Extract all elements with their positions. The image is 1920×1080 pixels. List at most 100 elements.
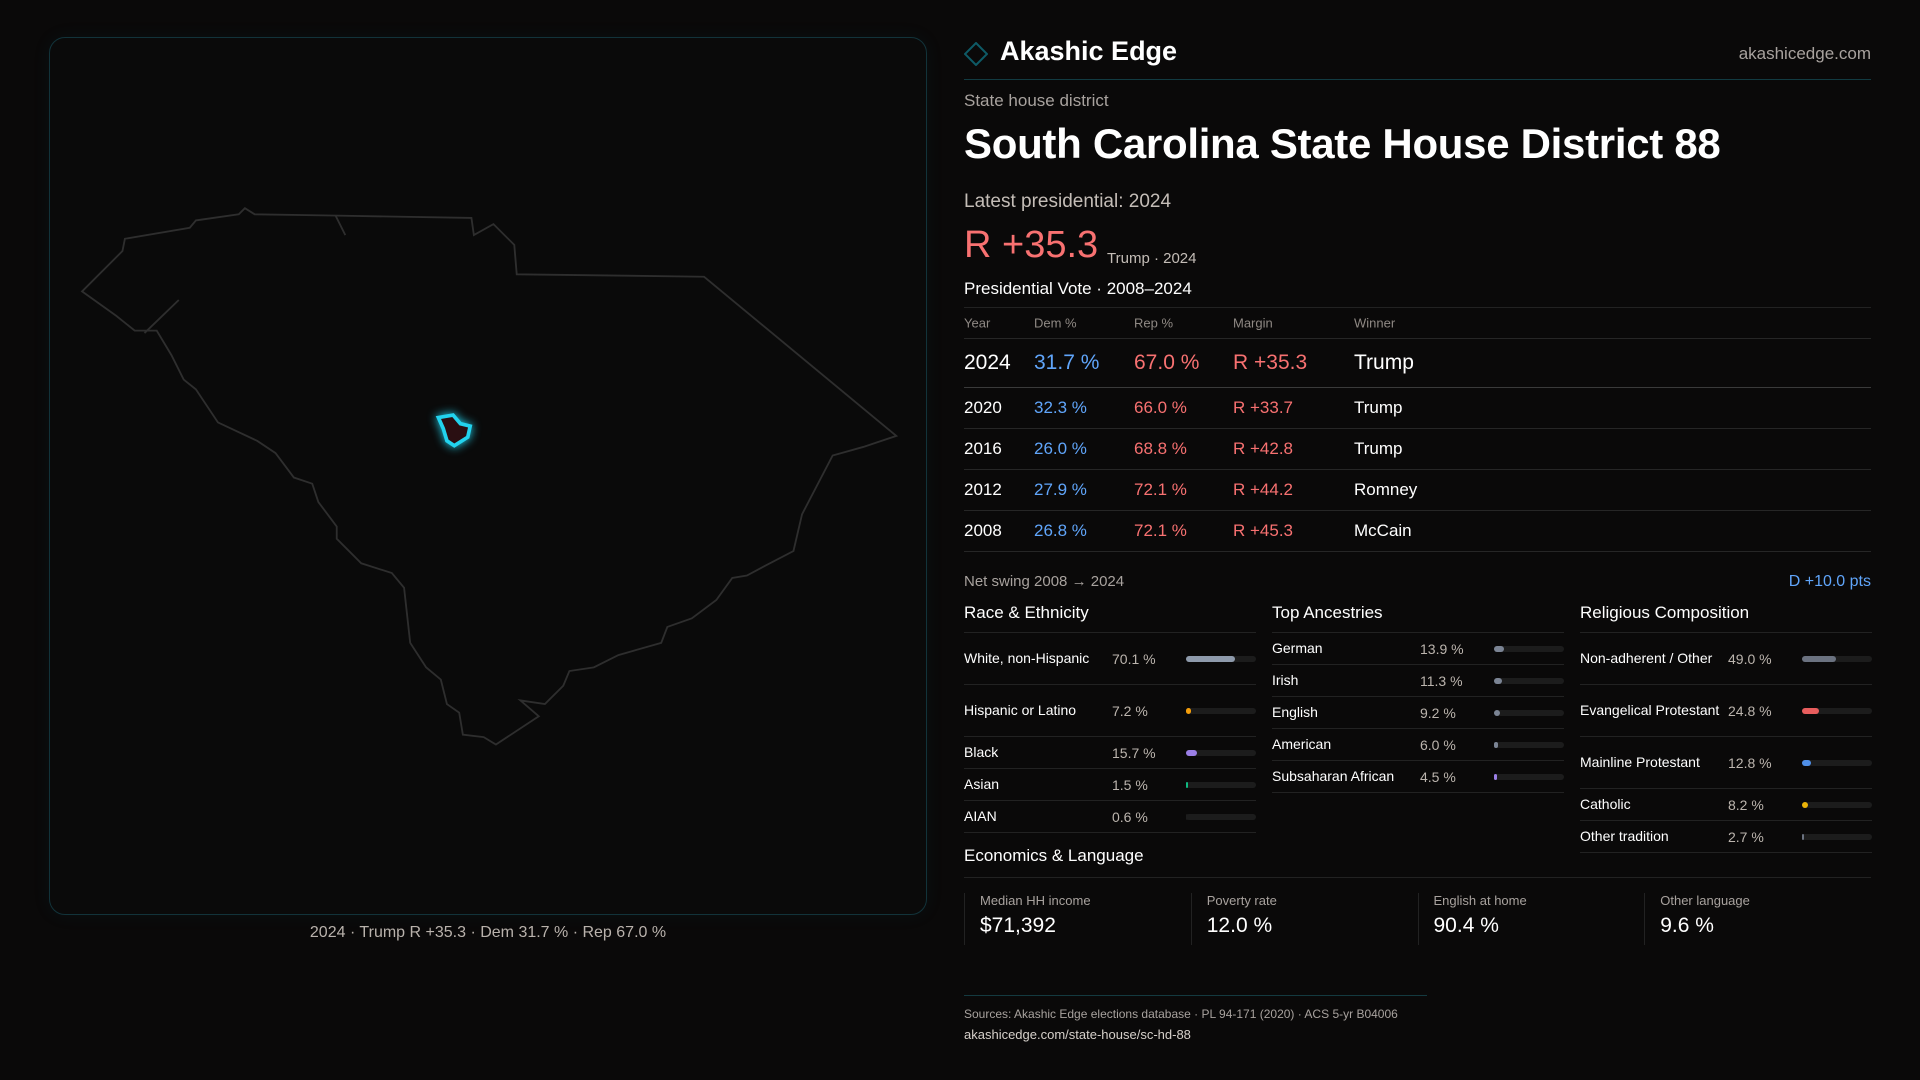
stat-label: German [1272,640,1323,656]
stat-bar-track [1494,741,1564,748]
winner: McCain [1354,521,1412,540]
dem-pct: 32.3 % [1034,398,1087,417]
section-title: Religious Composition [1580,603,1872,633]
stat-bar-fill [1494,645,1504,652]
stat-value: 24.8 % [1728,702,1772,719]
stat-label: Asian [964,776,1000,792]
stat-bar-fill [1802,801,1808,808]
dem-pct: 26.8 % [1034,521,1087,540]
margin: R +33.7 [1233,398,1294,417]
map-panel[interactable] [49,37,927,915]
stat-bar-track [1494,709,1564,716]
stat-row: English 9.2 % [1272,697,1564,729]
year: 2024 [964,351,1011,374]
stat-label: American [1272,736,1332,752]
margin: R +35.3 [1233,351,1308,374]
site-link[interactable]: akashicedge.com [1738,44,1871,63]
stat-bar-track [1802,801,1872,808]
stat-bar-track [1494,645,1564,652]
stat-label: White, non-Hispanic [964,650,1090,666]
stat-value: 49.0 % [1728,650,1772,667]
stat-row: Black 15.7 % [964,737,1256,769]
rep-pct: 66.0 % [1134,398,1187,417]
stat-row: Irish 11.3 % [1272,665,1564,697]
stat-bar-track [1802,833,1872,840]
stat-label: Evangelical Protestant [1580,702,1720,718]
margin: R +45.3 [1233,521,1294,540]
econ-label: Median HH income [980,893,1091,908]
table-row: 2012 27.9 % 72.1 % R +44.2 Romney [964,470,1871,511]
table-header: Year Dem % Rep % Margin Winner [964,308,1871,339]
stat-row: AIAN 0.6 % [964,801,1256,833]
stat-row: White, non-Hispanic 70.1 % [964,633,1256,685]
map-caption: 2024 · Trump R +35.3 · Dem 31.7 % · Rep … [309,924,667,941]
page-title: South Carolina State House District 88 [964,120,1721,167]
stat-value: 7.2 % [1112,702,1148,719]
stat-row: Mainline Protestant 12.8 % [1580,737,1872,789]
stat-bar-track [1186,655,1256,662]
stat-value: 6.0 % [1420,736,1456,753]
rep-pct: 68.8 % [1134,439,1187,458]
net-swing-value: D +10.0 pts [1788,573,1871,590]
stat-value: 4.5 % [1420,768,1456,785]
stat-value: 13.9 % [1420,640,1464,657]
stat-value: 0.6 % [1112,808,1148,825]
econ-card: English at home 90.4 % [1417,893,1645,945]
stat-bar-track [1186,749,1256,756]
column-header: Rep % [1134,315,1174,331]
stat-bar-fill [1186,655,1236,662]
stat-value: 8.2 % [1728,796,1764,813]
vote-table: Year Dem % Rep % Margin Winner 2024 31.7 % 67.0… [964,307,1871,552]
stat-row: Catholic 8.2 % [1580,789,1872,821]
stat-label: AIAN [964,808,997,824]
stat-row: Hispanic or Latino 7.2 % [964,685,1256,737]
section-top-ancestries: Top Ancestries German 13.9 % Irish 11.3 % Eng… [1272,603,1564,793]
stat-bar-fill [1186,749,1197,756]
latest-presidential: Latest presidential: 2024 [964,191,1172,212]
econ-label: Other language [1660,893,1750,908]
econ-label: Poverty rate [1206,893,1277,908]
stat-bar-track [1186,707,1256,714]
header-bar: Akashic Edge akashicedge.com [964,30,1871,80]
stat-bar-fill [1494,709,1501,716]
stat-bar-fill [1802,759,1811,766]
brand-name: Akashic Edge [1000,36,1178,66]
stat-value: 15.7 % [1112,744,1156,761]
stat-value: 11.3 % [1420,672,1463,689]
stat-bar-track [1494,677,1564,684]
econ-card: Median HH income $71,392 [964,893,1191,945]
stat-bar-fill [1494,741,1499,748]
stat-label: Non-adherent / Other [1580,650,1713,666]
rep-pct: 72.1 % [1134,480,1187,499]
winner: Trump [1354,351,1414,374]
stat-label: English [1272,704,1318,720]
table-row: 2008 26.8 % 72.1 % R +45.3 McCain [964,511,1871,552]
stat-row: German 13.9 % [1272,633,1564,665]
section-title: Top Ancestries [1272,603,1564,633]
section-religious-composition: Religious Composition Non-adherent / Othe… [1580,603,1872,853]
district-kicker: State house district [964,91,1109,110]
stat-bar-fill [1494,773,1498,780]
economics-title: Economics & Language [964,846,1871,878]
stat-bar-fill [1186,781,1188,788]
stat-label: Black [964,744,999,760]
headline-margin-sub: Trump · 2024 [1107,250,1197,267]
sources: Sources: Akashic Edge elections database… [964,1007,1398,1021]
diamond-icon [964,42,988,66]
year: 2016 [964,439,1002,458]
stat-row: Asian 1.5 % [964,769,1256,801]
stat-value: 2.7 % [1728,828,1764,845]
stat-row: American 6.0 % [1272,729,1564,761]
stat-bar-fill [1802,833,1804,840]
column-header: Year [964,315,991,331]
econ-card: Poverty rate 12.0 % [1190,893,1418,945]
page-url[interactable]: akashicedge.com/state-house/sc-hd-88 [964,1027,1191,1042]
stat-row: Non-adherent / Other 49.0 % [1580,633,1872,685]
stat-bar-track [1802,707,1872,714]
econ-value: $71,392 [980,914,1056,937]
stat-bar-track [1186,813,1256,820]
stat-row: Evangelical Protestant 24.8 % [1580,685,1872,737]
stat-bar-fill [1802,655,1837,662]
column-header: Dem % [1034,315,1077,331]
winner: Trump [1354,398,1403,417]
